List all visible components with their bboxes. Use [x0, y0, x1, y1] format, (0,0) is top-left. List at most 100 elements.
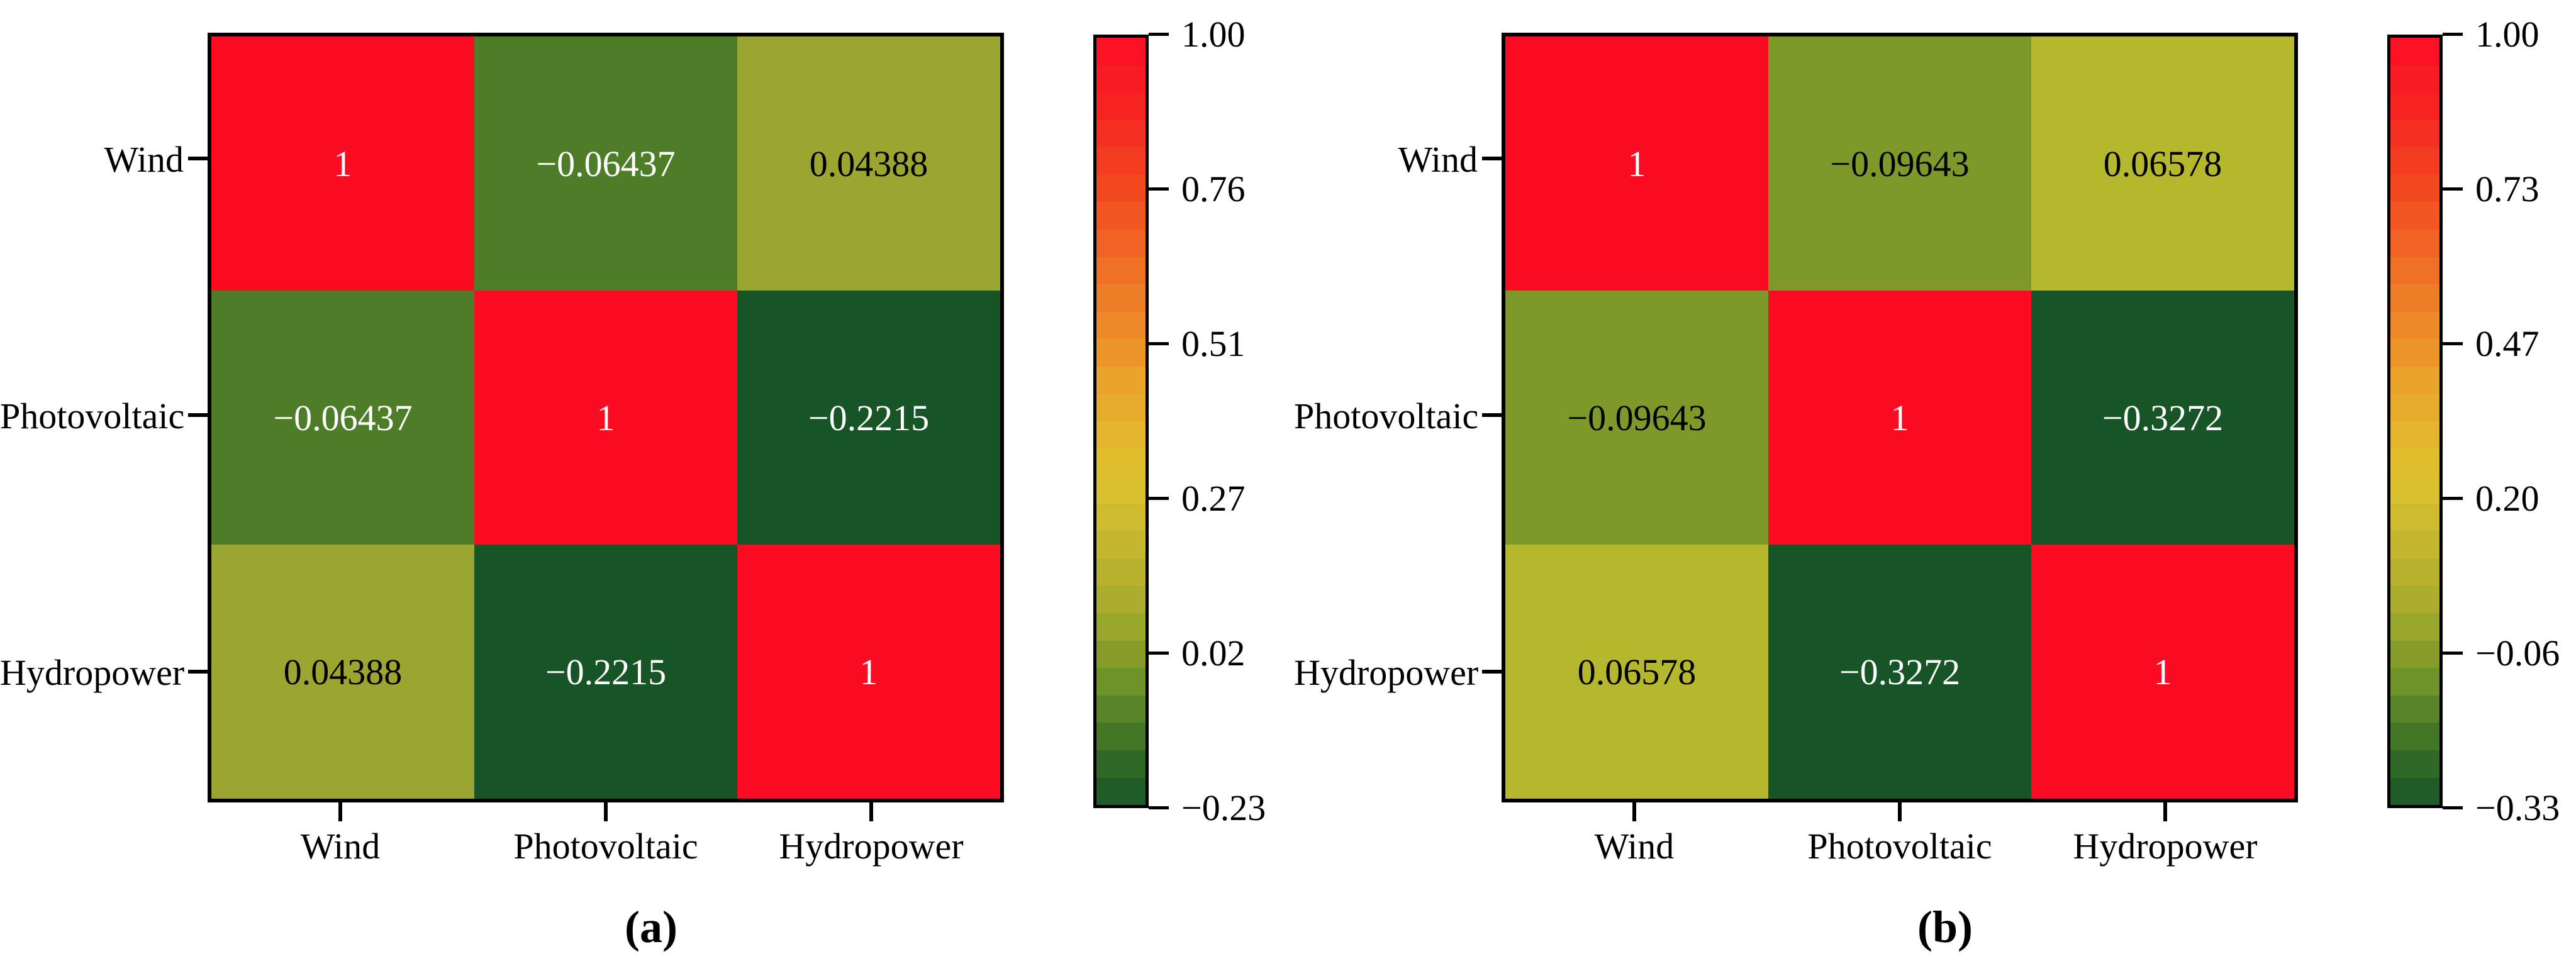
- colorbar-segment: [2390, 119, 2439, 148]
- colorbar-segment: [1096, 613, 1146, 641]
- heatmap-cell-a-r1c2: −0.2215: [737, 291, 1000, 545]
- colorbar-segment: [1096, 503, 1146, 531]
- colorbar-segment: [1096, 366, 1146, 394]
- heatmap-cell-a-r2c2: 1: [737, 545, 1000, 799]
- colorbar-tick-mark: [1149, 187, 1169, 191]
- y-axis-label-photovoltaic-a: Photovoltaic: [0, 396, 185, 436]
- colorbar-segment: [2390, 92, 2439, 120]
- colorbar-segment: [1096, 777, 1146, 806]
- colorbar-segment: [2390, 448, 2439, 477]
- colorbar-segment: [2390, 174, 2439, 203]
- colorbar-segment: [2390, 339, 2439, 367]
- heatmap-cell-b-r1c2: −0.3272: [2031, 291, 2294, 545]
- colorbar-segment: [1096, 448, 1146, 477]
- x-tick-mark: [2163, 802, 2167, 821]
- colorbar-segment: [1096, 750, 1146, 778]
- correlation-heatmap-b: 1 −0.09643 0.06578 −0.09643 1 −0.3272 0.…: [1502, 33, 2298, 802]
- colorbar-tick-label: 1.00: [1181, 14, 1246, 55]
- colorbar-segment: [2390, 695, 2439, 723]
- x-tick-mark: [604, 802, 608, 821]
- x-axis-label-photovoltaic-a: Photovoltaic: [513, 826, 698, 867]
- colorbar-tick-label: 0.27: [1181, 478, 1246, 519]
- colorbar-segment: [1096, 585, 1146, 614]
- colorbar-segment: [1096, 339, 1146, 367]
- colorbar-segment: [2390, 311, 2439, 340]
- colorbar-tick-label: 0.73: [2475, 169, 2540, 209]
- y-axis-label-wind-b: Wind: [1398, 139, 1478, 180]
- x-tick-mark: [1632, 802, 1636, 821]
- colorbar-segment: [2390, 257, 2439, 285]
- colorbar-segment: [2390, 613, 2439, 641]
- colorbar-segment: [1096, 284, 1146, 312]
- colorbar-tick-mark: [2443, 33, 2463, 36]
- heatmap-cell-b-r0c1: −0.09643: [1768, 36, 2031, 291]
- colorbar-segment: [2390, 147, 2439, 175]
- colorbar-tick-label: −0.06: [2475, 633, 2560, 674]
- colorbar-segment: [2390, 476, 2439, 504]
- colorbar-segment: [1096, 723, 1146, 751]
- colorbar-tick-label: 0.47: [2475, 323, 2540, 364]
- colorbar-segment: [1096, 394, 1146, 422]
- colorbar-segment: [2390, 668, 2439, 696]
- colorbar-tick-mark: [2443, 652, 2463, 655]
- heatmap-cell-a-r2c0: 0.04388: [211, 545, 474, 799]
- colorbar-segment: [1096, 257, 1146, 285]
- panel-a: Wind Photovoltaic Hydropower 1 −0.06437 …: [0, 0, 1282, 971]
- colorbar-segment: [2390, 38, 2439, 65]
- colorbar-segment: [1096, 531, 1146, 558]
- colorbar-b: [2387, 35, 2443, 808]
- heatmap-cell-a-r0c0: 1: [211, 36, 474, 291]
- colorbar-tick-label: 0.76: [1181, 169, 1246, 209]
- colorbar-segment: [2390, 750, 2439, 778]
- heatmap-cell-a-r0c2: 0.04388: [737, 36, 1000, 291]
- colorbar-segment: [1096, 311, 1146, 340]
- heatmap-cell-b-r0c2: 0.06578: [2031, 36, 2294, 291]
- y-axis-label-hydropower-b: Hydropower: [1294, 652, 1479, 693]
- colorbar-segment: [2390, 65, 2439, 93]
- colorbar-tick-mark: [2443, 497, 2463, 500]
- colorbar-segment: [1096, 421, 1146, 449]
- x-axis-label-hydropower-b: Hydropower: [2073, 826, 2258, 867]
- colorbar-tick-mark: [1149, 497, 1169, 500]
- colorbar-segment: [1096, 174, 1146, 203]
- correlation-heatmap-a: 1 −0.06437 0.04388 −0.06437 1 −0.2215 0.…: [208, 33, 1004, 802]
- y-axis-label-wind-a: Wind: [104, 139, 184, 180]
- panel-b: Wind Photovoltaic Hydropower 1 −0.09643 …: [1294, 0, 2576, 971]
- colorbar-segment: [2390, 777, 2439, 806]
- colorbar-segment: [2390, 284, 2439, 312]
- heatmap-cell-a-r2c1: −0.2215: [474, 545, 737, 799]
- panel-caption-a: (a): [625, 902, 677, 952]
- colorbar-segment: [2390, 421, 2439, 449]
- colorbar-segment: [2390, 202, 2439, 230]
- colorbar-tick-label: 0.51: [1181, 323, 1246, 364]
- colorbar-segment: [2390, 723, 2439, 751]
- colorbar-a: [1093, 35, 1149, 808]
- heatmap-cell-b-r1c1: 1: [1768, 291, 2031, 545]
- x-tick-mark: [1898, 802, 1902, 821]
- heatmap-cell-b-r0c0: 1: [1505, 36, 1768, 291]
- y-tick-mark: [1482, 413, 1502, 417]
- colorbar-segment: [2390, 230, 2439, 257]
- y-tick-mark: [1482, 157, 1502, 160]
- heatmap-cell-a-r0c1: −0.06437: [474, 36, 737, 291]
- colorbar-tick-label: −0.23: [1181, 787, 1266, 828]
- y-axis-label-hydropower-a: Hydropower: [0, 652, 185, 693]
- colorbar-segment: [1096, 147, 1146, 175]
- colorbar-segment: [1096, 202, 1146, 230]
- colorbar-tick-label: 1.00: [2475, 14, 2540, 55]
- heatmap-cell-a-r1c0: −0.06437: [211, 291, 474, 545]
- colorbar-segment: [1096, 92, 1146, 120]
- heatmap-cell-b-r2c1: −0.3272: [1768, 545, 2031, 799]
- heatmap-cell-b-r2c0: 0.06578: [1505, 545, 1768, 799]
- colorbar-segment: [1096, 476, 1146, 504]
- colorbar-tick-label: 0.20: [2475, 478, 2540, 519]
- heatmap-cell-b-r1c0: −0.09643: [1505, 291, 1768, 545]
- colorbar-segment: [1096, 38, 1146, 65]
- colorbar-segment: [2390, 558, 2439, 586]
- colorbar-segment: [1096, 119, 1146, 148]
- colorbar-tick-mark: [1149, 806, 1169, 809]
- colorbar-segment: [1096, 230, 1146, 257]
- colorbar-segment: [1096, 640, 1146, 669]
- colorbar-segment: [2390, 394, 2439, 422]
- x-axis-label-photovoltaic-b: Photovoltaic: [1807, 826, 1992, 867]
